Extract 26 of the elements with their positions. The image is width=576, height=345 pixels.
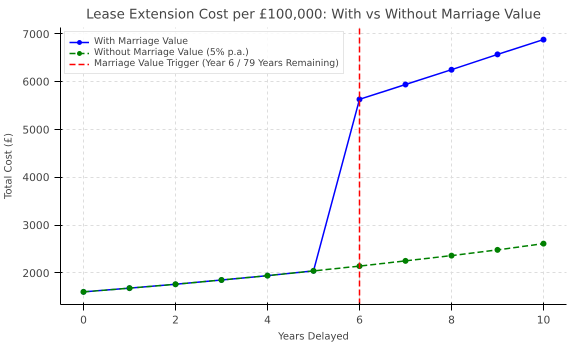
point [402, 82, 408, 88]
point [494, 51, 500, 58]
y-axis-title: Total Cost (£) [3, 132, 14, 200]
y-tick-label: 3000 [22, 219, 50, 232]
x-tick-label: 0 [80, 314, 88, 326]
y-tick-label: 4000 [22, 171, 50, 184]
x-tick-label: 6 [356, 314, 364, 326]
point [402, 258, 408, 264]
y-tick-label: 7000 [22, 28, 50, 41]
y-tick-label: 5000 [22, 123, 50, 136]
y-tick-label: 2000 [22, 266, 50, 280]
point [540, 240, 546, 247]
point [494, 246, 500, 253]
legend-label: Without Marriage Value (5% p.a.) [94, 47, 249, 58]
point [540, 36, 546, 43]
y-tick-label: 6000 [22, 76, 50, 89]
x-axis-title: Years Delayed [277, 332, 349, 342]
x-tick-label: 8 [448, 314, 456, 326]
point [448, 66, 454, 73]
x-tick-label: 10 [536, 314, 550, 326]
legend-label: With Marriage Value [94, 36, 188, 47]
ref-line-label: Marriage Value Trigger (Year 6 / 79 Years Remaining) [94, 58, 339, 69]
chart-title: Lease Extension Cost per £100,000: With vs Without Marriage Value [86, 8, 541, 22]
x-tick-label: 2 [172, 314, 179, 326]
point [448, 252, 454, 259]
x-tick-label: 4 [264, 314, 272, 326]
